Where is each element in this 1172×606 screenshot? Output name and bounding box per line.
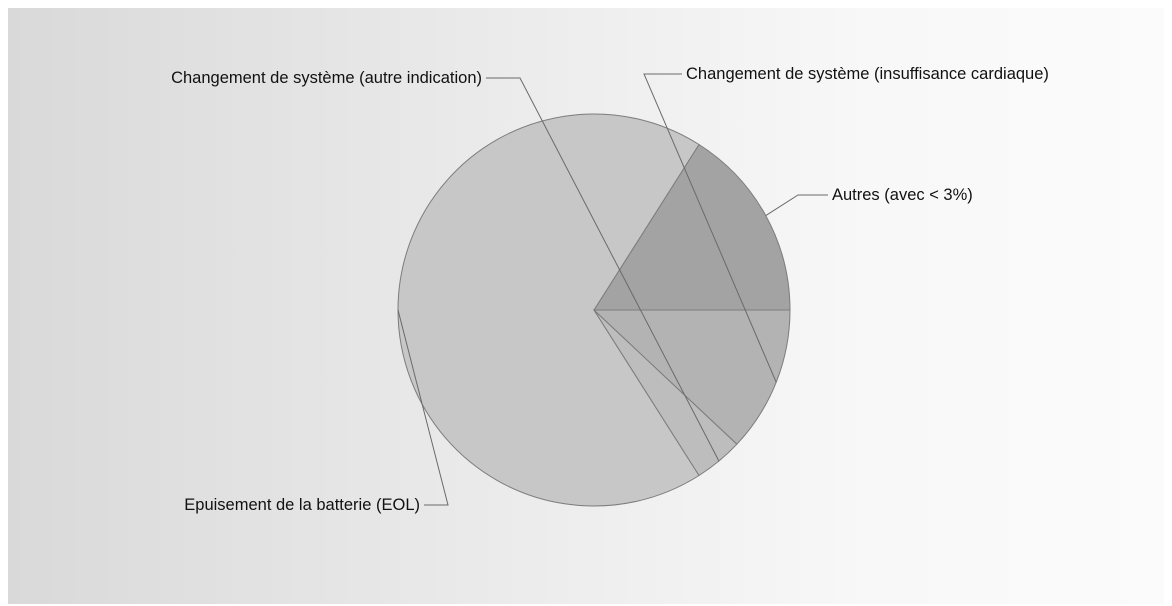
pie-slices [398, 114, 790, 506]
slice-label: Epuisement de la batterie (EOL) [184, 496, 420, 514]
pie-chart: Autres (avec < 3%) Epuisement de la batte… [8, 8, 1164, 604]
slice-label: Changement de système (autre indication) [171, 69, 482, 87]
slice-label: Changement de système (insuffisance card… [686, 65, 1049, 83]
chart-panel: Autres (avec < 3%) Epuisement de la batte… [8, 8, 1164, 604]
leader-line [766, 195, 828, 216]
slice-label: Autres (avec < 3%) [832, 186, 973, 204]
